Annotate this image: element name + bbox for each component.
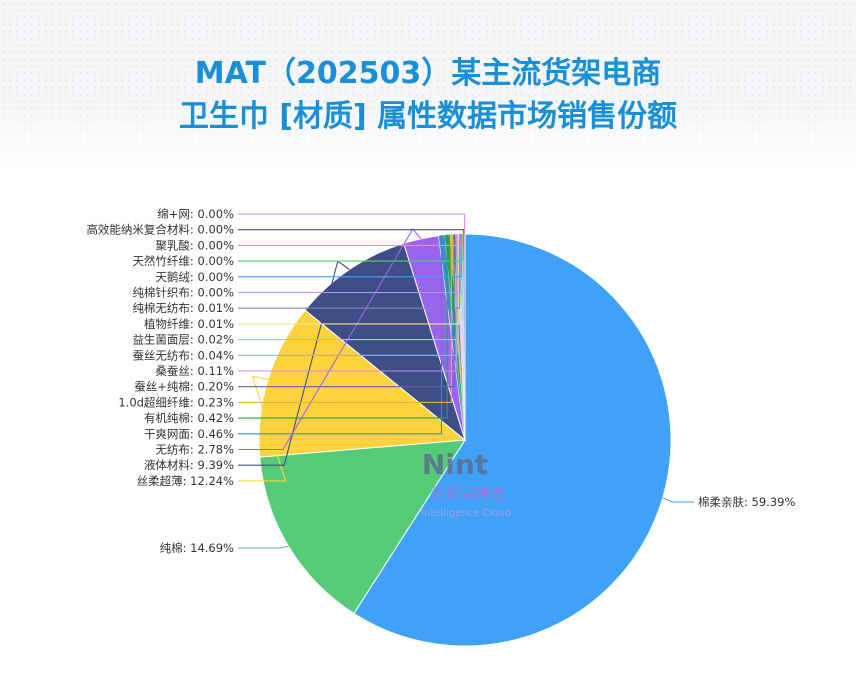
slice-label: 无纺布: 2.78% (155, 443, 234, 457)
leader-line (238, 234, 462, 294)
slice-label: 丝柔超薄: 12.24% (137, 474, 234, 488)
slice-label: 纯棉: 14.69% (160, 541, 234, 555)
leader-line (238, 234, 461, 309)
leader-line (238, 235, 443, 435)
leader-line (238, 234, 457, 372)
leader-line (238, 234, 462, 278)
slice-label: 天鹅绒: 0.00% (155, 270, 234, 284)
watermark-cn: 任拓销报通 (430, 485, 505, 503)
slice-label: 纯棉针织布: 0.00% (132, 286, 234, 300)
leader-line (662, 497, 694, 503)
slice-label: 益生菌面层: 0.02% (132, 333, 234, 347)
slice-label: 聚乳酸: 0.00% (155, 238, 234, 252)
leader-line (238, 234, 458, 356)
header-background (0, 0, 856, 165)
leader-line (238, 545, 289, 549)
leader-line (238, 260, 350, 466)
slice-label: 绵+网: 0.00% (157, 207, 234, 221)
slice-label: 高效能纳米复合材料: 0.00% (86, 223, 234, 237)
leader-line (238, 229, 465, 234)
chart-title-line1: MAT（202503）某主流货架电商 (194, 56, 662, 91)
leader-line (238, 234, 452, 403)
slice-label: 液体材料: 9.39% (144, 458, 234, 472)
slice-label: 有机纯棉: 0.42% (144, 411, 234, 425)
watermark-brand: Nint (422, 448, 488, 481)
leader-line (238, 234, 464, 246)
leader-line (238, 234, 448, 419)
watermark: Nint 任拓销报通 Intelligence Cloud (421, 448, 511, 519)
slice-label: 蚕丝无纺布: 0.04% (132, 348, 234, 362)
leader-line (238, 213, 466, 234)
pie-slice (259, 439, 466, 615)
leader-line (238, 234, 463, 262)
leader-line (238, 375, 287, 482)
slice-label: 桑蚕丝: 0.11% (155, 364, 234, 378)
slice-label: 1.0d超细纤维: 0.23% (118, 395, 234, 409)
slice-label: 天然竹纤维: 0.00% (132, 254, 234, 268)
slice-label: 蚕丝+纯棉: 0.20% (134, 380, 234, 394)
slice-label: 植物纤维: 0.01% (144, 317, 234, 331)
leader-line (238, 234, 460, 325)
leader-line (238, 234, 459, 341)
slice-label: 棉柔亲肤: 59.39% (698, 495, 795, 509)
chart-title-line2: 卫生巾 [材质] 属性数据市场销售份额 (178, 99, 678, 134)
watermark-en: Intelligence Cloud (421, 508, 511, 519)
leader-line (238, 234, 455, 388)
slice-label: 干爽网面: 0.46% (144, 427, 234, 441)
slice-label: 纯棉无纺布: 0.01% (132, 301, 234, 315)
